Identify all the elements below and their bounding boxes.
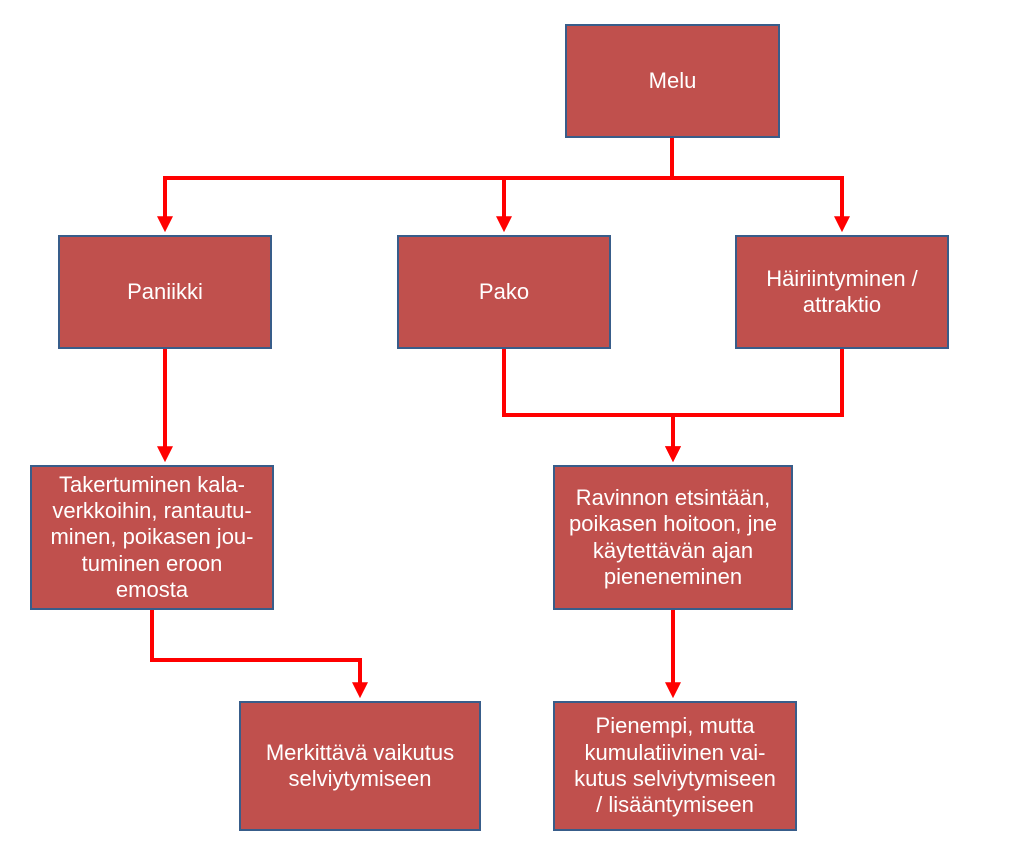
node-paniikki: Paniikki (58, 235, 272, 349)
flowchart-stage: Melu Paniikki Pako Häiriintyminen / attrakt… (0, 0, 1024, 861)
node-melu: Melu (565, 24, 780, 138)
node-merkittava: Merkittävä vaikutusselviytymiseen (239, 701, 481, 831)
node-pako: Pako (397, 235, 611, 349)
node-hairiintyminen: Häiriintyminen / attraktio (735, 235, 949, 349)
node-takertuminen: Takertuminen kala-verkkoihin, rantautu-m… (30, 465, 274, 610)
edges-layer (0, 0, 1024, 861)
edge-hairiintyminen-to-ravinnon (673, 349, 842, 455)
node-pienempi: Pienempi, muttakumulatiivinen vai-kutus … (553, 701, 797, 831)
edge-melu-to-hairiintyminen (672, 138, 842, 225)
edge-pako-to-ravinnon (504, 349, 673, 455)
edge-melu-to-pako (504, 138, 672, 225)
edge-takertuminen-to-merkittava (152, 610, 360, 691)
node-ravinnon: Ravinnon etsintään,poikasen hoitoon, jne… (553, 465, 793, 610)
edge-melu-to-paniikki (165, 138, 672, 225)
